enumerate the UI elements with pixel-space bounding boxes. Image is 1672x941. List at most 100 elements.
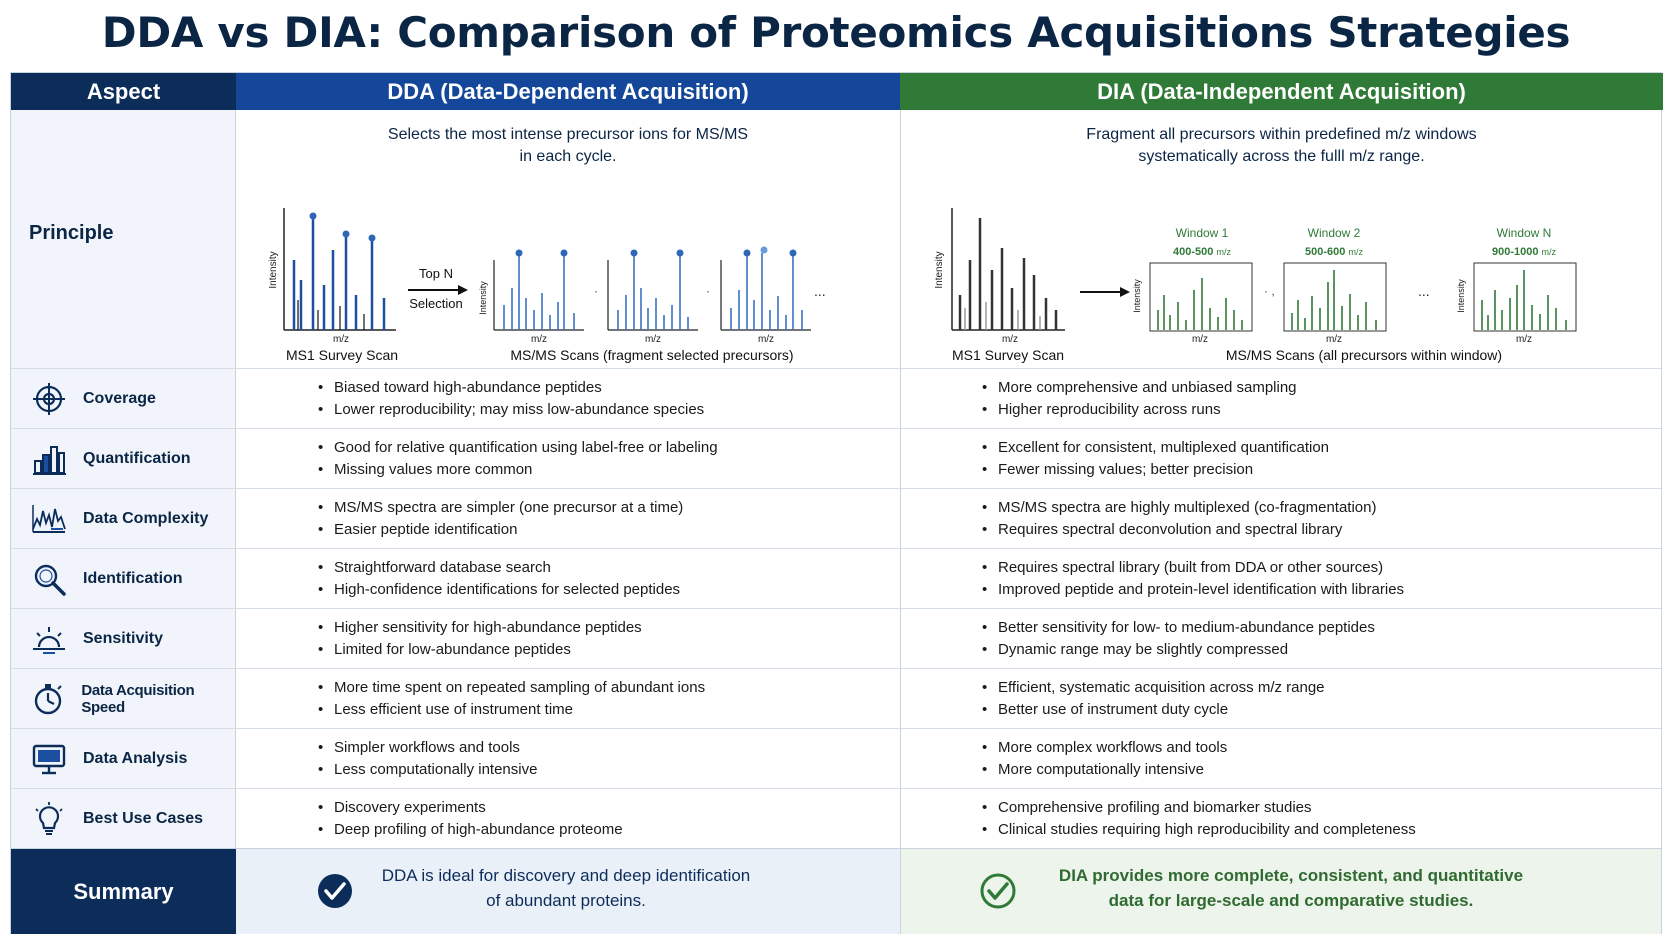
bullet: Efficient, systematic acquisition across… <box>982 677 1325 699</box>
bullet: Easier peptide identification <box>318 519 683 541</box>
row-identification: Identification Straightforward database … <box>11 548 1661 608</box>
bullet: Improved peptide and protein-level ident… <box>982 579 1404 601</box>
quantification-dia-bullets: Excellent for consistent, multiplexed qu… <box>982 437 1329 481</box>
svg-text:·: · <box>594 284 598 298</box>
dia-ms1-caption: MS1 Survey Scan <box>952 347 1064 363</box>
dda-ms1-x-label: m/z <box>333 334 349 345</box>
svg-text:m/z: m/z <box>1002 334 1018 345</box>
bullet: Dynamic range may be slightly compressed <box>982 639 1375 661</box>
summary-row: Summary DDA is ideal for discovery and d… <box>11 848 1661 934</box>
dia-window-n: Window N 900-1000 m/z Intensity m/z <box>1456 226 1577 345</box>
row-quantification: Quantification Good for relative quantif… <box>11 428 1661 488</box>
data-complexity-aspect-cell: Data Complexity <box>11 489 236 548</box>
comparison-table: Aspect DDA (Data-Dependent Acquisition) … <box>10 72 1663 934</box>
bullet: Good for relative quantification using l… <box>318 437 718 459</box>
bullet: Less efficient use of instrument time <box>318 699 705 721</box>
svg-text:Intensity: Intensity <box>478 281 488 315</box>
principle-label: Principle <box>29 222 114 244</box>
identification-dda-bullets: Straightforward database searchHigh-conf… <box>318 557 680 601</box>
column-divider <box>900 110 901 848</box>
dda-msms-panel-3: m/z <box>720 246 811 345</box>
dda-ms1-caption: MS1 Survey Scan <box>286 347 398 363</box>
bullet: Excellent for consistent, multiplexed qu… <box>982 437 1329 459</box>
bullet: Discovery experiments <box>318 797 623 819</box>
bullet: High-confidence identifications for sele… <box>318 579 680 601</box>
monitor-icon <box>29 739 69 779</box>
bullet: MS/MS spectra are simpler (one precursor… <box>318 497 683 519</box>
data-analysis-dda-bullets: Simpler workflows and toolsLess computat… <box>318 737 537 781</box>
dia-window-2: Window 2 500-600 m/z m/z <box>1283 226 1387 345</box>
sensitivity-dia-bullets: Better sensitivity for low- to medium-ab… <box>982 617 1375 661</box>
page-title: DDA vs DIA: Comparison of Proteomics Acq… <box>101 8 1571 57</box>
svg-text:·: · <box>706 284 710 298</box>
summary-dda-line1: DDA is ideal for discovery and deep iden… <box>381 866 751 885</box>
summary-dda-text: DDA is ideal for discovery and deep iden… <box>366 863 766 913</box>
row-label-sensitivity: Sensitivity <box>83 629 164 647</box>
magnifier-icon <box>29 559 69 599</box>
principle-dda-text: Selects the most intense precursor ions … <box>236 124 900 168</box>
summary-label: Summary <box>11 849 236 934</box>
principle-dda-cell: Selects the most intense precursor ions … <box>236 110 900 368</box>
row-coverage: Coverage Biased toward high-abundance pe… <box>11 368 1661 428</box>
bar-chart-icon <box>29 439 69 479</box>
dda-ellipsis: ... <box>814 283 826 299</box>
dda-ms1-spectrum: Intensity m/z <box>268 208 398 363</box>
row-label-coverage: Coverage <box>83 389 156 407</box>
coverage-aspect-cell: Coverage <box>11 369 236 428</box>
bullet: Requires spectral deconvolution and spec… <box>982 519 1377 541</box>
row-label-quantification: Quantification <box>83 449 191 467</box>
quantification-aspect-cell: Quantification <box>11 429 236 488</box>
bullet: Requires spectral library (built from DD… <box>982 557 1404 579</box>
bullet: Deep profiling of high-abundance proteom… <box>318 819 623 841</box>
summary-dia-line1: DIA provides more complete, consistent, … <box>1058 866 1524 885</box>
svg-text:Top N: Top N <box>419 266 453 281</box>
lightbulb-icon <box>29 799 69 839</box>
summary-dia-line2: data for large-scale and comparative stu… <box>1108 891 1474 910</box>
svg-text:500-600 m/z: 500-600 m/z <box>1305 246 1363 258</box>
bullet: Biased toward high-abundance peptides <box>318 377 704 399</box>
dia-ms2-caption: MS/MS Scans (all precursors within windo… <box>1226 347 1502 363</box>
svg-text:m/z: m/z <box>1516 334 1532 345</box>
data-complexity-dda-bullets: MS/MS spectra are simpler (one precursor… <box>318 497 683 541</box>
row-label-data-analysis: Data Analysis <box>83 749 188 767</box>
dda-msms-panel-2: m/z <box>607 249 698 345</box>
dda-ms2-caption: MS/MS Scans (fragment selected precursor… <box>510 347 793 363</box>
bullet: More computationally intensive <box>982 759 1227 781</box>
bullet: Limited for low-abundance peptides <box>318 639 642 661</box>
svg-text:Window N: Window N <box>1497 226 1552 240</box>
svg-text:m/z: m/z <box>1192 334 1208 345</box>
row-best-use-cases: Best Use Cases Discovery experimentsDeep… <box>11 788 1661 848</box>
svg-text:· ,: · , <box>1264 284 1275 298</box>
bullet: Better sensitivity for low- to medium-ab… <box>982 617 1375 639</box>
header-dia: DIA (Data-Independent Acquisition) <box>900 73 1663 110</box>
dia-diagram: Intensity m/z MS1 Survey Scan <box>934 208 1577 363</box>
svg-text:Window 1: Window 1 <box>1176 226 1229 240</box>
row-data-analysis: Data Analysis Simpler workflows and tool… <box>11 728 1661 788</box>
bullet: MS/MS spectra are highly multiplexed (co… <box>982 497 1377 519</box>
data-complexity-dia-bullets: MS/MS spectra are highly multiplexed (co… <box>982 497 1377 541</box>
row-data-complexity: Data Complexity MS/MS spectra are simple… <box>11 488 1661 548</box>
svg-text:Intensity: Intensity <box>934 251 945 288</box>
row-sensitivity: Sensitivity Higher sensitivity for high-… <box>11 608 1661 668</box>
dia-arrow <box>1080 287 1130 297</box>
svg-text:400-500 m/z: 400-500 m/z <box>1173 246 1231 258</box>
principle-dia-line2: systematically across the fulll m/z rang… <box>1138 148 1425 165</box>
svg-text:Intensity: Intensity <box>1132 279 1142 313</box>
sensitivity-icon <box>29 619 69 659</box>
bullet: Lower reproducibility; may miss low-abun… <box>318 399 704 421</box>
principle-dia-cell: Fragment all precursors within predefine… <box>900 110 1663 368</box>
summary-dia-text: DIA provides more complete, consistent, … <box>1031 863 1551 913</box>
svg-text:m/z: m/z <box>758 334 774 345</box>
check-circle-outline-icon <box>980 873 1016 909</box>
dda-ms1-y-label: Intensity <box>268 251 279 288</box>
header-aspect: Aspect <box>11 73 236 110</box>
bullet: More complex workflows and tools <box>982 737 1227 759</box>
dda-diagram: Intensity m/z <box>268 208 826 363</box>
svg-text:900-1000 m/z: 900-1000 m/z <box>1492 246 1557 258</box>
coverage-dda-bullets: Biased toward high-abundance peptidesLow… <box>318 377 704 421</box>
target-icon <box>29 379 69 419</box>
bullet: Higher reproducibility across runs <box>982 399 1297 421</box>
best-use-cases-aspect-cell: Best Use Cases <box>11 789 236 848</box>
dda-msms-panel-1: Intensity m/z <box>478 249 584 345</box>
best-use-cases-dda-bullets: Discovery experimentsDeep profiling of h… <box>318 797 623 841</box>
